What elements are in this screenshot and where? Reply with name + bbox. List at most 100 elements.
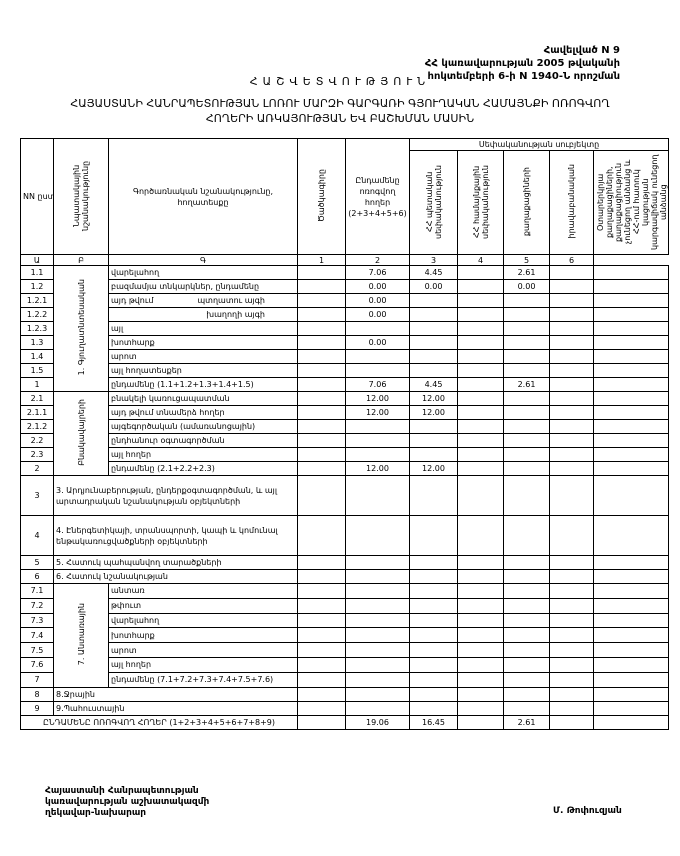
document-subtitle: ՀԱՅԱՍՏԱՆԻ ՀԱՆՐԱՊԵՏՈՒԹՅԱՆ ԼՈՌՈՒ ՄԱՐԶԻ ԳԱՐ… bbox=[0, 96, 680, 126]
row-number: 7.3 bbox=[20, 612, 54, 629]
value-cell bbox=[345, 612, 410, 629]
code-cell bbox=[297, 405, 346, 420]
table-row: 6 6. Հատուկ նշանակության bbox=[20, 569, 670, 584]
table-row: 7.5 արոտ bbox=[20, 642, 670, 658]
value-cell bbox=[592, 307, 670, 322]
row-label: 8.Ջրային bbox=[53, 686, 298, 702]
row-sublabel: խաղողի այգի bbox=[206, 310, 265, 319]
value-cell bbox=[503, 419, 550, 434]
value-cell bbox=[549, 461, 594, 476]
value-cell bbox=[409, 335, 458, 350]
value-cell bbox=[457, 405, 504, 420]
column-code: 1 bbox=[297, 254, 346, 266]
value-cell bbox=[409, 700, 458, 716]
row-label-text: վարելահող bbox=[111, 268, 160, 277]
value-cell bbox=[457, 335, 504, 350]
value-cell bbox=[549, 279, 594, 294]
table-row: 1.2 բազմամյա տնկարկներ, ընդամենը 0.00 0.00 0… bbox=[20, 279, 670, 294]
value-cell bbox=[549, 349, 594, 364]
value-cell bbox=[592, 321, 670, 336]
row-label-text: ընդամենը (1.1+1.2+1.3+1.4+1.5) bbox=[111, 380, 254, 389]
value-cell: 2.61 bbox=[503, 377, 550, 392]
value-cell bbox=[457, 583, 504, 599]
value-cell bbox=[549, 265, 594, 280]
code-cell bbox=[297, 377, 346, 392]
total-value bbox=[549, 714, 594, 730]
value-cell: 12.00 bbox=[409, 405, 458, 420]
value-cell bbox=[409, 293, 458, 308]
value-cell bbox=[457, 656, 504, 673]
code-cell bbox=[297, 714, 346, 730]
value-cell bbox=[592, 363, 670, 378]
table-row: 1.4 արոտ bbox=[20, 349, 670, 364]
value-cell: 0.00 bbox=[345, 293, 410, 308]
value-cell bbox=[549, 321, 594, 336]
signatory-line: կառավարության աշխատակազմի bbox=[45, 797, 210, 807]
value-cell bbox=[345, 627, 410, 644]
value-cell bbox=[592, 515, 670, 556]
total-value bbox=[592, 714, 670, 730]
row-label-text: այդ թվում bbox=[111, 296, 154, 305]
row-label-text: խոտհարք bbox=[111, 630, 155, 640]
value-cell bbox=[409, 583, 458, 599]
value-cell bbox=[409, 363, 458, 378]
code-cell bbox=[297, 363, 346, 378]
code-cell bbox=[297, 656, 346, 673]
value-cell bbox=[457, 612, 504, 629]
row-number: 1.2.2 bbox=[20, 307, 54, 322]
value-cell bbox=[409, 612, 458, 629]
value-cell bbox=[592, 569, 670, 584]
row-label: բազմամյա տնկարկներ, ընդամենը bbox=[108, 279, 298, 294]
value-cell: 12.00 bbox=[345, 461, 410, 476]
value-cell bbox=[503, 642, 550, 658]
value-cell bbox=[503, 335, 550, 350]
code-cell bbox=[297, 583, 346, 599]
header-purpose: Նպատակային նշանակությունը bbox=[53, 138, 109, 255]
row-label: 9.Պահուստային bbox=[53, 700, 298, 716]
row-number: 2.2 bbox=[20, 433, 54, 448]
table-row: 2.1.2 այգեգործական (ամառանոցային) bbox=[20, 419, 670, 434]
row-label: թփուտ bbox=[108, 597, 298, 614]
value-cell bbox=[503, 293, 550, 308]
code-cell bbox=[297, 293, 346, 308]
subtitle-line: ՀՈՂԵՐԻ ԱՌԿԱՅՈՒԹՅԱՆ ԵՎ ԲԱՇԽՄԱՆ ՄԱՍԻՆ bbox=[205, 112, 475, 125]
value-cell bbox=[549, 515, 594, 556]
value-cell bbox=[503, 433, 550, 448]
table-row: 8 8.Ջրային bbox=[20, 686, 670, 702]
row-label: այլ հողատեսքեր bbox=[108, 363, 298, 378]
value-cell bbox=[503, 612, 550, 629]
code-cell bbox=[297, 461, 346, 476]
value-cell bbox=[409, 555, 458, 570]
code-cell bbox=[297, 597, 346, 614]
value-cell bbox=[457, 569, 504, 584]
value-cell bbox=[409, 627, 458, 644]
value-cell bbox=[503, 447, 550, 462]
value-cell: 0.00 bbox=[345, 279, 410, 294]
value-cell bbox=[345, 363, 410, 378]
row-number: 1.5 bbox=[20, 363, 54, 378]
code-cell bbox=[297, 569, 346, 584]
row-label-text: այլ հողեր bbox=[111, 450, 152, 459]
value-cell bbox=[503, 671, 550, 688]
value-cell bbox=[457, 700, 504, 716]
value-cell bbox=[409, 569, 458, 584]
value-cell bbox=[409, 475, 458, 516]
value-cell bbox=[345, 433, 410, 448]
row-label: այլ bbox=[108, 321, 298, 336]
value-cell bbox=[457, 447, 504, 462]
value-cell bbox=[549, 447, 594, 462]
value-cell bbox=[457, 671, 504, 688]
row-label-text: ընդհանուր օգտագործման bbox=[111, 436, 225, 445]
row-number: 7.5 bbox=[20, 642, 54, 658]
header-code: Ծածկագիրը bbox=[297, 138, 346, 255]
row-number: 3 bbox=[20, 475, 54, 516]
row-label: վարելահող bbox=[108, 265, 298, 280]
value-cell bbox=[457, 555, 504, 570]
value-cell bbox=[409, 321, 458, 336]
signatory-line: ղեկավար-նախարար bbox=[45, 808, 147, 818]
value-cell bbox=[592, 279, 670, 294]
table-row: 2.1 Բնակավայրերի բնակելի կառուցապատման 12.0… bbox=[20, 391, 670, 476]
value-cell bbox=[549, 419, 594, 434]
value-cell bbox=[549, 597, 594, 614]
code-cell bbox=[297, 335, 346, 350]
